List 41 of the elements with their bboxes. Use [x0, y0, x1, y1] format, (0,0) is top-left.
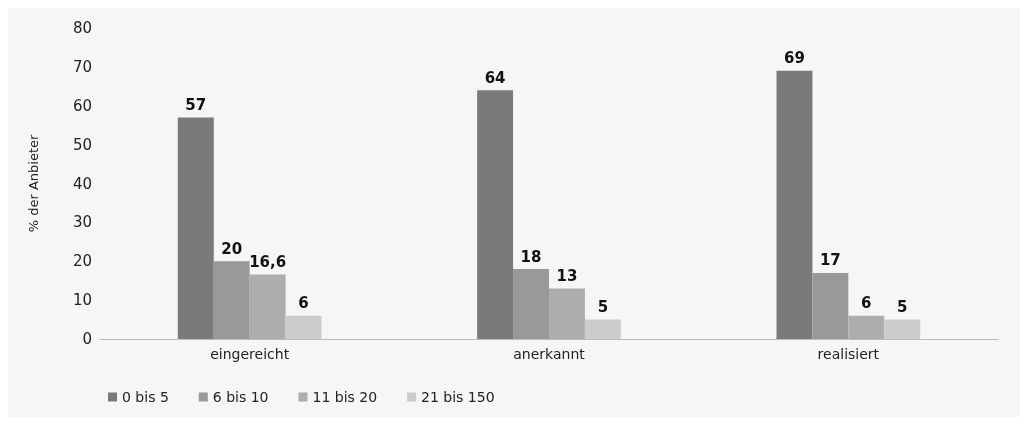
legend-label: 11 bis 20: [312, 389, 378, 405]
legend-label: 0 bis 5: [122, 389, 169, 405]
y-tick-label: 60: [72, 96, 92, 115]
data-label: 6: [861, 294, 872, 313]
y-tick-label: 20: [72, 252, 92, 271]
data-label: 17: [819, 251, 841, 270]
bar: [812, 272, 849, 339]
data-label: 57: [185, 95, 207, 114]
bar: [249, 274, 286, 339]
bar: [884, 319, 921, 339]
data-label: 13: [556, 266, 578, 285]
data-label: 20: [221, 239, 243, 258]
legend-label: 6 bis 10: [212, 389, 269, 405]
data-label: 5: [597, 298, 609, 317]
bar: [285, 315, 322, 339]
bar: [513, 269, 549, 339]
y-tick-label: 80: [72, 19, 92, 37]
y-tick-label: 0: [82, 330, 92, 348]
bar: [213, 261, 250, 339]
bar: [177, 117, 214, 339]
data-label: 16,6: [249, 252, 287, 271]
y-tick-label: 40: [72, 174, 92, 193]
data-label: 69: [784, 49, 805, 68]
data-label: 64: [484, 68, 506, 87]
y-tick-label: 10: [72, 291, 92, 310]
bar: [848, 315, 885, 339]
x-tick-label: anerkannt: [513, 346, 586, 362]
legend-label: 21 bis 150: [421, 389, 495, 405]
bar: [477, 90, 514, 339]
data-label: 5: [896, 298, 908, 317]
y-tick-label: 30: [72, 213, 92, 232]
y-axis-title: % der Anbieter: [26, 134, 41, 233]
x-tick-label: realisiert: [817, 346, 880, 362]
x-tick-label: eingereicht: [210, 346, 290, 362]
bar: [776, 70, 813, 339]
y-tick-label: 70: [72, 57, 92, 76]
bar: [549, 288, 585, 339]
bar: [584, 319, 621, 339]
data-label: 18: [520, 247, 542, 266]
y-tick-label: 50: [72, 135, 92, 154]
data-label: 6: [298, 294, 309, 313]
